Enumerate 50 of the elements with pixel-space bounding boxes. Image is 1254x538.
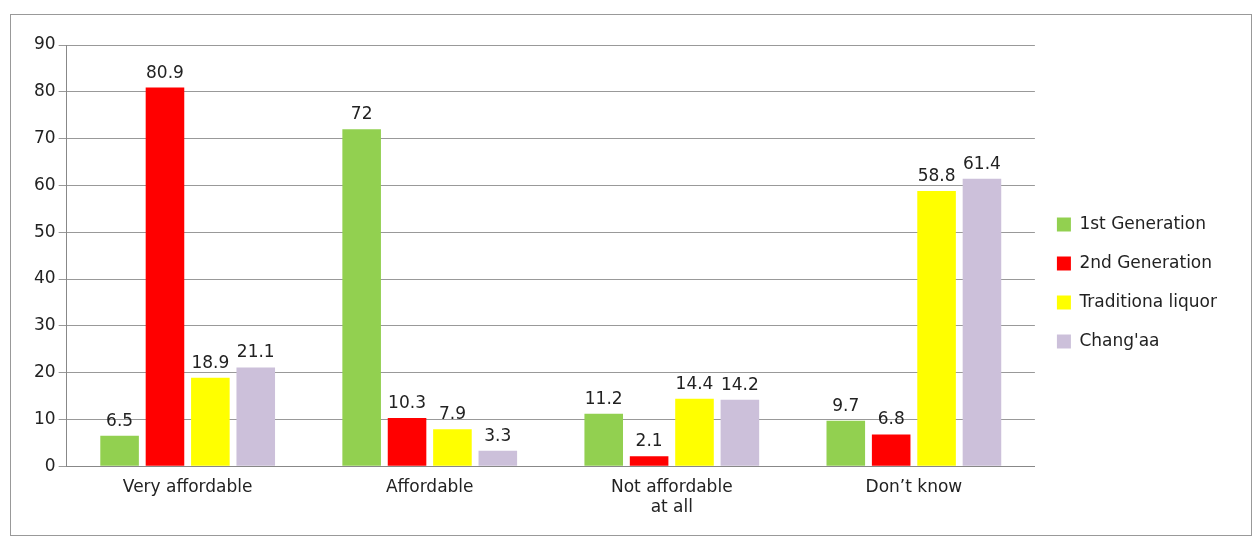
y-tick-label: 50 [33, 220, 56, 241]
data-label: 21.1 [236, 341, 275, 362]
y-tick-label: 30 [33, 314, 56, 335]
data-label: 7.9 [438, 403, 466, 424]
x-tick-label: Very affordable [122, 475, 253, 496]
bar [871, 434, 911, 466]
data-label: 61.4 [963, 152, 1001, 173]
y-tick-label: 90 [33, 33, 56, 54]
y-tick-label: 60 [33, 173, 56, 194]
data-label: 72 [350, 103, 373, 124]
y-tick-label: 40 [33, 267, 56, 288]
bar [100, 435, 139, 466]
x-tick-label: Don’t know [865, 475, 963, 496]
data-label: 2.1 [635, 430, 663, 451]
bar [962, 178, 1002, 466]
bar [720, 399, 760, 466]
data-label: 6.8 [877, 408, 905, 429]
bar [387, 418, 427, 466]
bar [826, 420, 866, 466]
data-label: 3.3 [484, 424, 512, 445]
legend-label: 1st Generation [1079, 212, 1206, 233]
data-label: 6.5 [106, 409, 134, 430]
data-label: 10.3 [388, 391, 426, 412]
bar [917, 191, 956, 466]
bar [629, 456, 669, 466]
bar [584, 413, 624, 466]
legend-label: 2nd Generation [1079, 251, 1213, 272]
bar [433, 429, 472, 466]
data-label: 14.4 [675, 372, 714, 393]
data-label: 18.9 [191, 351, 230, 372]
data-label: 9.7 [832, 394, 860, 415]
bar [145, 87, 185, 466]
bar [675, 398, 714, 466]
data-label: 11.2 [584, 387, 623, 408]
x-tick-label: Not affordable at all [611, 475, 733, 517]
bar [191, 377, 230, 466]
bar [478, 450, 518, 466]
y-tick-label: 70 [33, 127, 56, 148]
y-tick-label: 20 [33, 361, 56, 382]
y-tick-label: 80 [33, 80, 56, 101]
y-tick-label: 0 [44, 454, 56, 475]
bar [236, 367, 276, 466]
legend-label: Chang'aa [1079, 329, 1160, 350]
data-label: 14.2 [720, 373, 759, 394]
data-label: 58.8 [917, 164, 956, 185]
legend-label: Traditiona liquor [1078, 290, 1218, 311]
y-tick-label: 10 [33, 407, 56, 428]
data-label: 80.9 [146, 61, 184, 82]
bar [342, 129, 381, 466]
x-tick-label: Affordable [385, 475, 474, 496]
